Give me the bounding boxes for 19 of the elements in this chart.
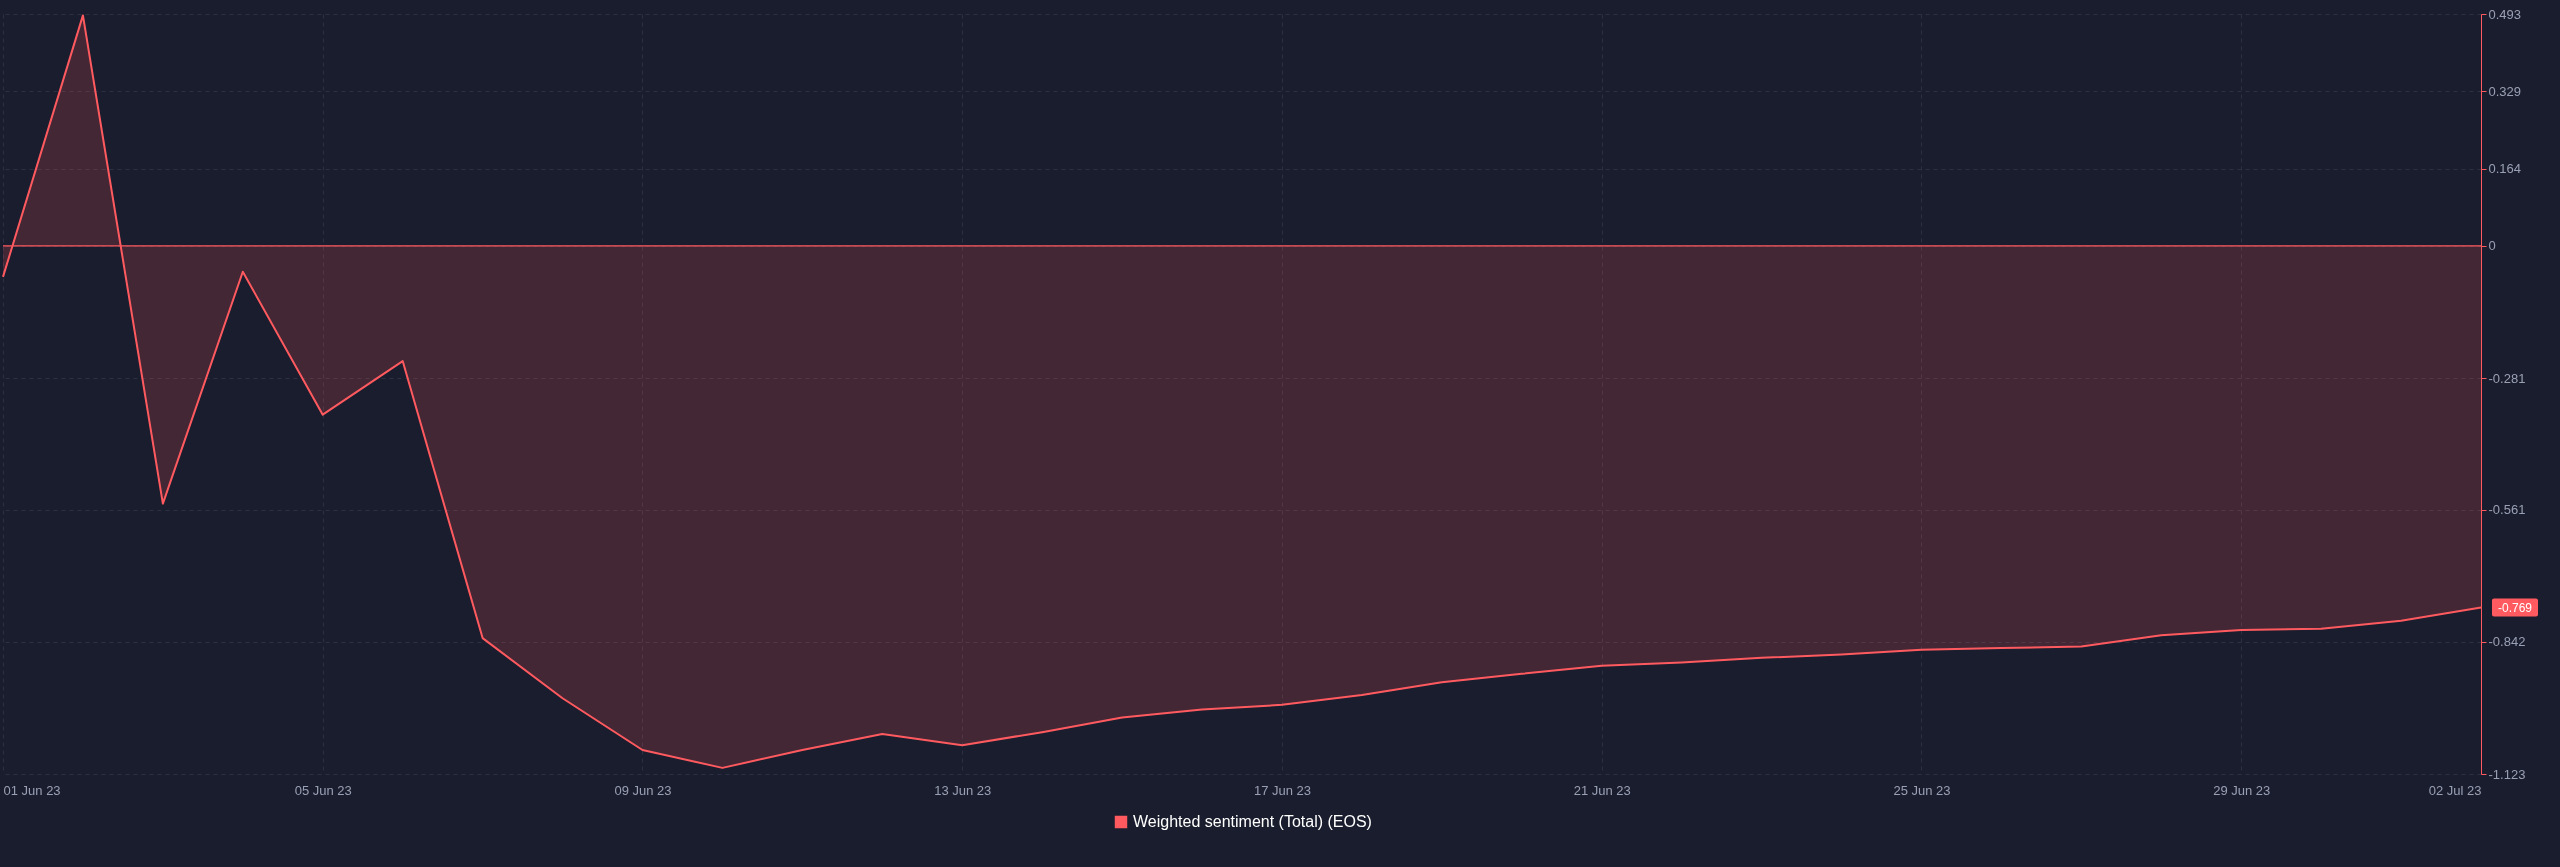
- y-tick-label: -1.123: [2488, 766, 2526, 782]
- legend-label: Weighted sentiment (Total) (EOS): [1133, 813, 1372, 830]
- y-tick-label: -0.561: [2488, 502, 2526, 518]
- x-tick-label: 05 Jun 23: [294, 782, 352, 798]
- x-tick-label: 13 Jun 23: [934, 782, 992, 798]
- x-tick-label: 21 Jun 23: [1573, 782, 1631, 798]
- y-tick-label: 0.493: [2488, 6, 2522, 22]
- y-tick-label: -0.842: [2488, 634, 2526, 650]
- x-tick-label: 25 Jun 23: [1893, 782, 1951, 798]
- y-tick-label: -0.281: [2488, 370, 2526, 386]
- y-tick-label: 0.164: [2488, 161, 2522, 177]
- x-tick-label: 02 Jul 23: [2428, 782, 2482, 798]
- y-tick-label: 0: [2488, 238, 2496, 254]
- x-tick-label: 17 Jun 23: [1253, 782, 1312, 798]
- annotation: -0.769: [2497, 600, 2533, 615]
- x-tick-label: 01 Jun 23: [3, 782, 61, 798]
- y-tick-label: 0.329: [2488, 83, 2522, 99]
- x-tick-label: 29 Jun 23: [2213, 782, 2271, 798]
- x-tick-label: 09 Jun 23: [614, 782, 672, 798]
